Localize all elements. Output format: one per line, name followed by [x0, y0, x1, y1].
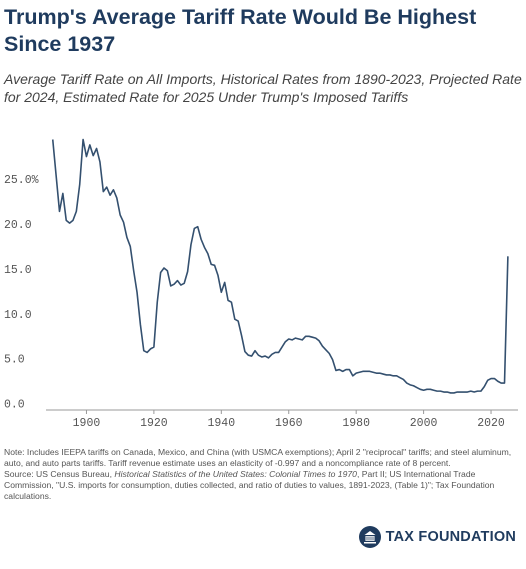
chart-subtitle: Average Tariff Rate on All Imports, Hist…: [4, 71, 522, 105]
y-tick-label: 5.0: [4, 354, 25, 367]
x-tick-label: 1920: [140, 417, 168, 430]
y-tick-label: 20.0: [4, 219, 32, 232]
y-tick-label: 25.0%: [4, 174, 39, 187]
y-tick-label: 0.0: [4, 399, 25, 412]
x-tick-label: 2020: [477, 417, 505, 430]
logo-text: TAX FOUNDATION: [385, 529, 516, 545]
x-tick-label: 1980: [342, 417, 370, 430]
chart: 0.0 5.0 10.0 15.0 20.0 25.0% 1900 1920 1940 1960 1…: [4, 138, 518, 430]
x-tick-label: 1960: [275, 417, 303, 430]
source: Source: US Census Bureau, Historical Sta…: [4, 469, 519, 502]
x-tick-label: 1940: [208, 417, 236, 430]
note: Note: Includes IEEPA tariffs on Canada, …: [4, 447, 512, 468]
notes: Note: Includes IEEPA tariffs on Canada, …: [4, 447, 519, 502]
x-tick-label: 2000: [410, 417, 438, 430]
line: [51, 138, 509, 394]
x-tick-label: 1900: [73, 417, 101, 430]
logo: TAX FOUNDATION: [358, 525, 516, 549]
source-text: Source: US Census Bureau,: [4, 469, 112, 479]
source-title: Historical Statistics of the United Stat…: [114, 469, 357, 479]
source-text: , Part II; US International Trade Commis…: [4, 469, 495, 501]
y-tick-label: 10.0: [4, 309, 32, 322]
chart-title: Trump's Average Tariff Rate Would Be Hig…: [4, 5, 477, 56]
logo-icon: [358, 526, 381, 548]
y-tick-label: 15.0: [4, 264, 32, 277]
